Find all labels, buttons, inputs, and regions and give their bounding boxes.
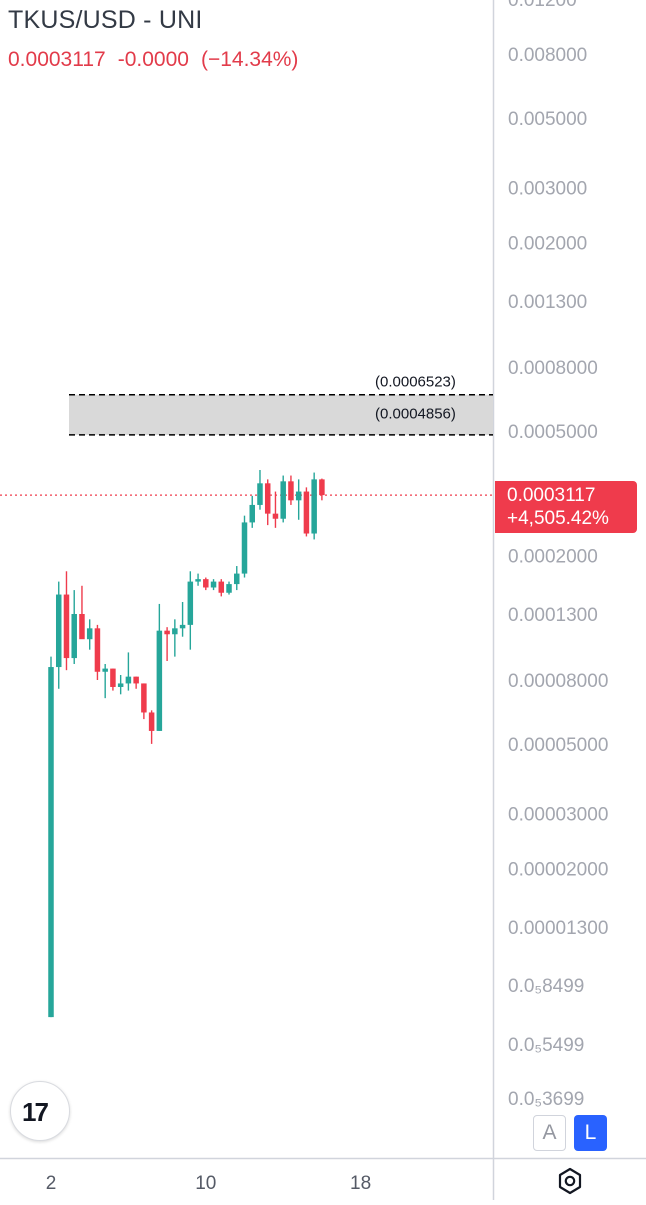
logo-text: 17	[22, 1097, 49, 1127]
candle-body	[164, 630, 170, 635]
auto-scale-button[interactable]: A	[533, 1115, 566, 1151]
candle-body	[264, 483, 271, 514]
y-tick-label: 0.008000	[508, 45, 587, 66]
candle-body	[94, 628, 101, 672]
candle-body	[249, 504, 255, 523]
y-tick-label: 0.00005000	[508, 735, 608, 756]
y-tick-label: 0.001300	[508, 292, 587, 313]
candle-body	[280, 481, 286, 519]
candle-body	[55, 594, 62, 668]
candle-body	[86, 628, 93, 640]
candle-body	[71, 614, 77, 659]
candle-body	[110, 668, 116, 687]
y-tick-label: 0.0₅5499	[508, 1035, 584, 1056]
candle-body	[257, 483, 263, 505]
y-tick-label: 0.0002000	[508, 546, 598, 567]
log-scale-button[interactable]: L	[574, 1115, 607, 1151]
zone-upper-label: (0.0006523)	[375, 374, 456, 391]
last-price-badge: 0.0003117 +4,505.42%	[495, 481, 637, 533]
gear-icon[interactable]	[555, 1166, 585, 1196]
candle-body	[148, 712, 155, 731]
candle-body	[187, 581, 194, 625]
candle-body	[156, 630, 163, 731]
x-tick-label: 18	[350, 1173, 371, 1194]
candle-body	[241, 522, 248, 574]
candle-body	[195, 579, 201, 582]
candle-body	[48, 667, 54, 1018]
tradingview-logo[interactable]: 17	[10, 1081, 70, 1141]
y-tick-label: 0.00008000	[508, 671, 608, 692]
candle-body	[203, 579, 209, 588]
y-tick-label: 0.00001300	[508, 918, 608, 939]
y-tick-label: 0.002000	[508, 233, 587, 254]
badge-pct: +4,505.42%	[507, 508, 609, 529]
last-price: 0.0003117	[8, 48, 106, 71]
price-change-pct: (−14.34%)	[200, 48, 299, 71]
candle-body	[272, 513, 279, 519]
quote-line: 0.0003117 -0.0000 (−14.34%)	[8, 48, 310, 72]
candle-body	[133, 676, 139, 684]
y-tick-label: 0.00003000	[508, 804, 608, 825]
zone-lower-label: (0.0004856)	[375, 406, 456, 423]
symbol-title: TKUS/USD - UNI	[8, 6, 203, 34]
candle-body	[210, 581, 217, 588]
candle-body	[319, 479, 325, 496]
y-tick-label: 0.0005000	[508, 422, 598, 443]
y-tick-label: 0.003000	[508, 178, 587, 199]
x-tick-label: 2	[46, 1173, 57, 1194]
candle-body	[63, 594, 70, 659]
candle-body	[79, 614, 85, 640]
candle-body	[303, 491, 310, 534]
y-tick-label: 0.00002000	[508, 859, 608, 880]
price-zone	[69, 394, 493, 435]
y-tick-label: 0.0008000	[508, 358, 598, 379]
candle-body	[288, 481, 294, 501]
y-tick-label: 0.005000	[508, 109, 587, 130]
candle-body	[125, 676, 132, 684]
candle-body	[226, 584, 232, 593]
candle-body	[172, 628, 178, 635]
y-tick-label: 0.0001300	[508, 605, 598, 626]
candle-body	[218, 581, 225, 593]
candle-body	[141, 683, 147, 713]
price-change: -0.0000	[117, 48, 189, 71]
candle-body	[295, 491, 302, 501]
y-tick-label: 0.0₅8499	[508, 976, 584, 997]
candle-body	[234, 573, 240, 585]
badge-price: 0.0003117	[507, 485, 596, 506]
candle-body	[102, 668, 108, 672]
candle-body	[179, 624, 186, 629]
y-tick-label: 0.01200	[508, 0, 577, 11]
candle-body	[311, 479, 317, 534]
candle-body	[117, 683, 124, 687]
y-tick-label: 0.0₅3699	[508, 1089, 584, 1110]
x-tick-label: 10	[195, 1173, 216, 1194]
